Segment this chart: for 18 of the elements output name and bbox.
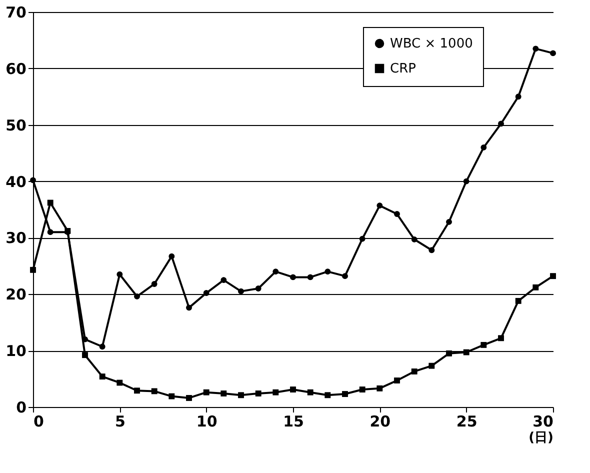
y-tick-label: 10 <box>6 342 26 360</box>
legend-label: CRP <box>390 62 416 76</box>
y-tick-label: 40 <box>6 172 26 191</box>
y-tick-label: 0 <box>16 398 26 416</box>
x-tick-label: 30 <box>532 412 554 430</box>
y-tick-label: 50 <box>6 116 26 134</box>
y-tick-label: 60 <box>6 60 26 78</box>
x-tick-label: 0 <box>34 412 44 430</box>
x-axis-title: (日) <box>528 430 554 446</box>
x-tick-label: 5 <box>114 412 126 430</box>
y-tick-label: 30 <box>6 229 26 248</box>
y-tick-label: 20 <box>6 286 26 304</box>
x-tick-label: 10 <box>196 412 218 430</box>
x-tick-label: 15 <box>283 412 304 430</box>
legend-label: WBC × 1000 <box>390 36 473 52</box>
y-tick-label: 70 <box>6 4 26 22</box>
x-tick-label: 25 <box>456 412 478 430</box>
x-tick-label: 20 <box>370 412 391 430</box>
